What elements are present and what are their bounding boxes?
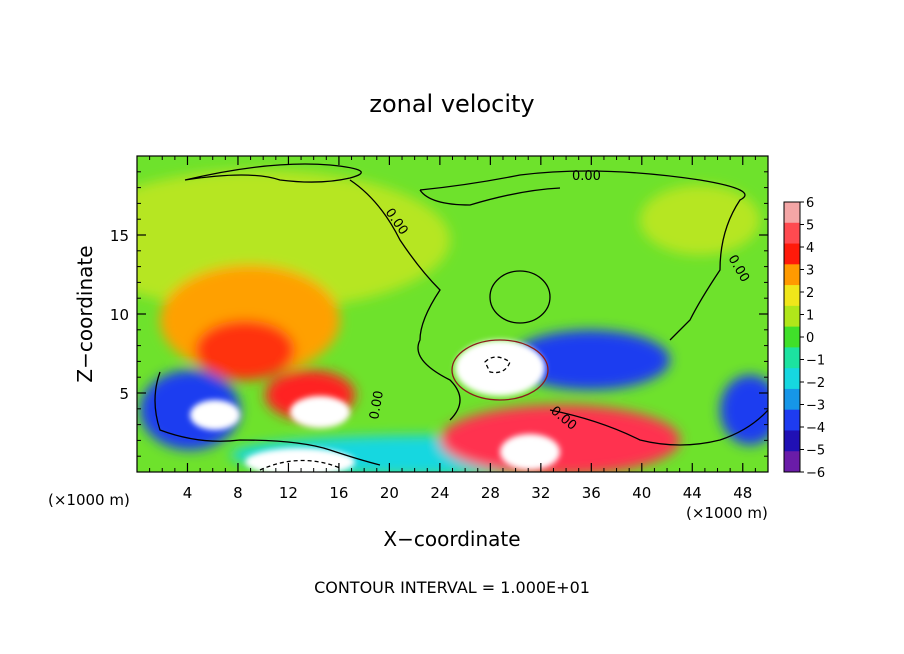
- x-axis-label: X−coordinate: [383, 527, 520, 551]
- right-top-yellow: [640, 185, 760, 255]
- y-tick-label: 10: [110, 306, 129, 324]
- colorbar-swatch: [784, 305, 800, 328]
- contour-blue-ring: [451, 339, 549, 401]
- x-tick-label: 20: [380, 484, 399, 502]
- contour-inner-ring: [489, 270, 551, 324]
- colorbar-swatch: [784, 202, 800, 224]
- x-tick-label: 8: [233, 484, 243, 502]
- contour-label-lower-left: 0.00: [367, 390, 387, 421]
- contour-dashed-blue: [484, 356, 511, 374]
- contour-label-group: 0.00 0.00 0.00 0.00 0.00: [367, 169, 752, 434]
- x-ticks: 4 8 12 16 20 24 28 32 36 40 44 48: [149, 156, 756, 502]
- colorbar-swatch: [784, 451, 800, 473]
- white-low-center: [290, 396, 350, 428]
- colorbar-label: −1: [806, 354, 825, 369]
- contour-lines: [154, 163, 768, 471]
- colorbar-label: 2: [806, 286, 814, 301]
- colorbar-label: −5: [806, 444, 825, 459]
- x-tick-label: 28: [481, 484, 500, 502]
- colorbar-label: −4: [806, 421, 825, 436]
- colorbar-swatch: [784, 326, 800, 348]
- colorbar-swatch: [784, 388, 800, 411]
- colorbar-label: −3: [806, 399, 825, 414]
- colorbar-label: 4: [806, 241, 814, 256]
- x-unit-right: (×1000 m): [686, 504, 768, 522]
- x-tick-label: 44: [683, 484, 702, 502]
- x-tick-label: 24: [430, 484, 449, 502]
- blue-right-region: [510, 330, 670, 390]
- y-ticks: 5 10 15: [110, 171, 768, 457]
- red-core: [195, 320, 295, 380]
- contour-central: [349, 179, 461, 421]
- x-tick-label: 36: [582, 484, 601, 502]
- colorbar-label: 0: [806, 331, 814, 346]
- x-tick-label: 16: [329, 484, 348, 502]
- colorbar-label: −6: [806, 466, 825, 481]
- x-tick-label: 4: [183, 484, 193, 502]
- colorbar-swatch: [784, 368, 800, 390]
- colorbar-label: 3: [806, 264, 814, 279]
- colorbar-swatch: [784, 347, 800, 369]
- chart-title: zonal velocity: [369, 90, 534, 118]
- y-tick-label: 5: [119, 385, 129, 403]
- contour-right: [549, 409, 768, 446]
- colorbar: 6 5 4 3 2 1 0 −1 −2 −3 −4 −5 −6: [783, 196, 825, 481]
- x-unit-left: (×1000 m): [48, 491, 130, 509]
- contour-dashed-bottom: [259, 459, 341, 471]
- heatmap-field: [137, 156, 768, 472]
- colorbar-swatch: [784, 430, 800, 452]
- colorbar-swatch: [784, 243, 800, 265]
- colorbar-swatch: [784, 222, 800, 245]
- colorbar-label: −2: [806, 376, 825, 391]
- colorbar-swatch: [784, 264, 800, 286]
- white-bottom-right-core: [500, 434, 560, 470]
- white-low-left: [190, 400, 240, 430]
- white-blue-core: [455, 340, 545, 396]
- y-tick-label: 15: [110, 227, 129, 245]
- white-bottom-band: [245, 448, 355, 472]
- contour-left-loop: [154, 371, 381, 466]
- contour-top-left: [184, 163, 362, 183]
- contour-label-top: 0.00: [572, 169, 601, 184]
- colorbar-label: 6: [806, 196, 814, 211]
- x-tick-label: 32: [531, 484, 550, 502]
- x-tick-label: 40: [632, 484, 651, 502]
- y-axis-label: Z−coordinate: [73, 245, 97, 382]
- x-tick-label: 12: [279, 484, 298, 502]
- x-tick-label: 48: [733, 484, 752, 502]
- blue-far-right: [720, 375, 768, 445]
- colorbar-swatch: [784, 409, 800, 431]
- colorbar-label: 5: [806, 219, 814, 234]
- contour-interval-footer: CONTOUR INTERVAL = 1.000E+01: [314, 578, 590, 597]
- contour-top-right: [419, 170, 746, 341]
- colorbar-label: 1: [806, 309, 814, 324]
- red-bottom-right: [440, 405, 680, 472]
- colorbar-swatch: [784, 285, 800, 307]
